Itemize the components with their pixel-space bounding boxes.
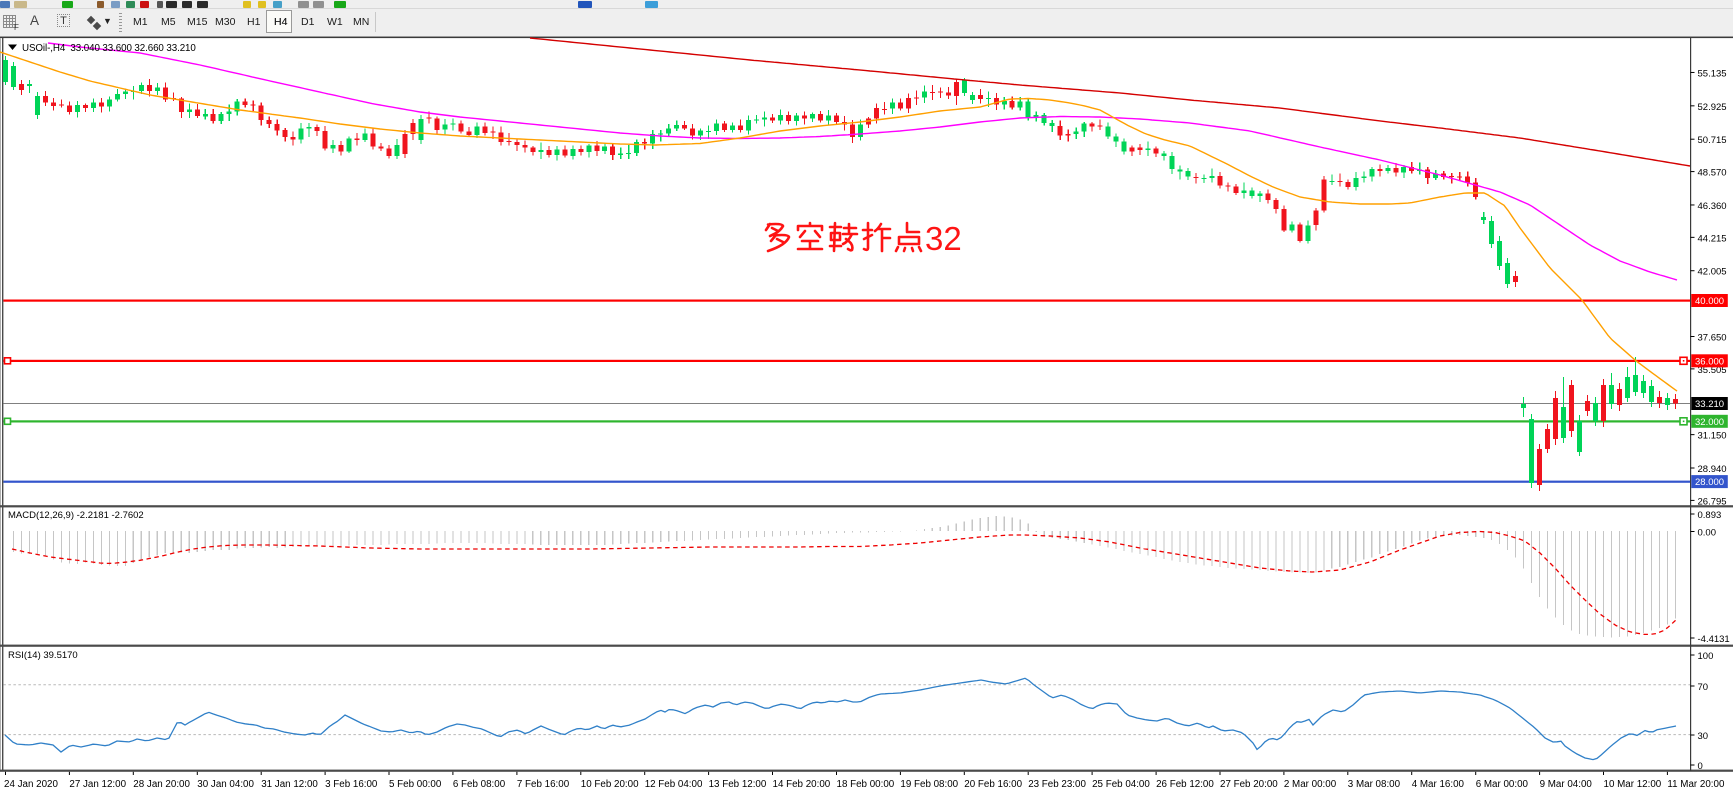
svg-text:MACD(12,26,9) -2.2181 -2.7602: MACD(12,26,9) -2.2181 -2.7602 <box>8 510 144 521</box>
svg-text:0.00: 0.00 <box>1698 528 1717 539</box>
svg-text:48.570: 48.570 <box>1698 168 1727 179</box>
svg-text:-4.4131: -4.4131 <box>1698 634 1730 645</box>
svg-text:23 Feb 23:00: 23 Feb 23:00 <box>1028 779 1086 790</box>
svg-text:32.000: 32.000 <box>1695 417 1724 428</box>
svg-text:32: 32 <box>925 220 962 257</box>
svg-text:31 Jan 12:00: 31 Jan 12:00 <box>261 779 318 790</box>
svg-text:33.210: 33.210 <box>1695 399 1724 410</box>
svg-text:RSI(14) 39.5170: RSI(14) 39.5170 <box>8 650 78 661</box>
svg-text:30: 30 <box>1698 731 1709 742</box>
svg-text:24 Jan 2020: 24 Jan 2020 <box>4 779 58 790</box>
svg-text:13 Feb 12:00: 13 Feb 12:00 <box>709 779 767 790</box>
svg-text:5 Feb 00:00: 5 Feb 00:00 <box>389 779 442 790</box>
svg-text:52.925: 52.925 <box>1698 102 1727 113</box>
svg-text:27 Jan 12:00: 27 Jan 12:00 <box>69 779 126 790</box>
svg-text:3 Mar 08:00: 3 Mar 08:00 <box>1348 779 1401 790</box>
svg-text:18 Feb 00:00: 18 Feb 00:00 <box>837 779 895 790</box>
svg-text:20 Feb 16:00: 20 Feb 16:00 <box>964 779 1022 790</box>
svg-text:26.795: 26.795 <box>1698 496 1727 507</box>
svg-text:30 Jan 04:00: 30 Jan 04:00 <box>197 779 254 790</box>
svg-text:14 Feb 20:00: 14 Feb 20:00 <box>773 779 831 790</box>
svg-text:6 Mar 00:00: 6 Mar 00:00 <box>1476 779 1529 790</box>
svg-text:28 Jan 20:00: 28 Jan 20:00 <box>133 779 190 790</box>
svg-text:100: 100 <box>1698 651 1714 662</box>
svg-text:40.000: 40.000 <box>1695 296 1724 307</box>
svg-text:26 Feb 12:00: 26 Feb 12:00 <box>1156 779 1214 790</box>
svg-text:6 Feb 08:00: 6 Feb 08:00 <box>453 779 506 790</box>
svg-text:35.505: 35.505 <box>1698 365 1727 376</box>
svg-text:46.360: 46.360 <box>1698 201 1727 212</box>
svg-text:12 Feb 04:00: 12 Feb 04:00 <box>645 779 703 790</box>
svg-text:28.000: 28.000 <box>1695 477 1724 488</box>
svg-text:55.135: 55.135 <box>1698 68 1727 79</box>
svg-text:27 Feb 20:00: 27 Feb 20:00 <box>1220 779 1278 790</box>
svg-text:USOil-,H4 33.040 33.600 32.66: USOil-,H4 33.040 33.600 32.660 33.210 <box>22 43 196 54</box>
svg-text:42.005: 42.005 <box>1698 267 1727 278</box>
svg-text:3 Feb 16:00: 3 Feb 16:00 <box>325 779 378 790</box>
svg-text:31.150: 31.150 <box>1698 431 1727 442</box>
svg-text:19 Feb 08:00: 19 Feb 08:00 <box>900 779 958 790</box>
svg-text:36.000: 36.000 <box>1695 356 1724 367</box>
svg-text:2 Mar 00:00: 2 Mar 00:00 <box>1284 779 1337 790</box>
svg-text:10 Feb 20:00: 10 Feb 20:00 <box>581 779 639 790</box>
svg-text:0.893: 0.893 <box>1698 510 1722 521</box>
svg-text:10 Mar 12:00: 10 Mar 12:00 <box>1604 779 1662 790</box>
svg-text:4 Mar 16:00: 4 Mar 16:00 <box>1412 779 1465 790</box>
svg-text:70: 70 <box>1698 682 1709 693</box>
svg-text:0: 0 <box>1698 761 1703 772</box>
svg-text:44.215: 44.215 <box>1698 233 1727 244</box>
svg-text:28.940: 28.940 <box>1698 464 1727 475</box>
svg-text:50.715: 50.715 <box>1698 135 1727 146</box>
svg-text:11 Mar 20:00: 11 Mar 20:00 <box>1667 779 1725 790</box>
svg-text:9 Mar 04:00: 9 Mar 04:00 <box>1540 779 1593 790</box>
svg-text:7 Feb 16:00: 7 Feb 16:00 <box>517 779 570 790</box>
svg-text:25 Feb 04:00: 25 Feb 04:00 <box>1092 779 1150 790</box>
svg-text:37.650: 37.650 <box>1698 332 1727 343</box>
